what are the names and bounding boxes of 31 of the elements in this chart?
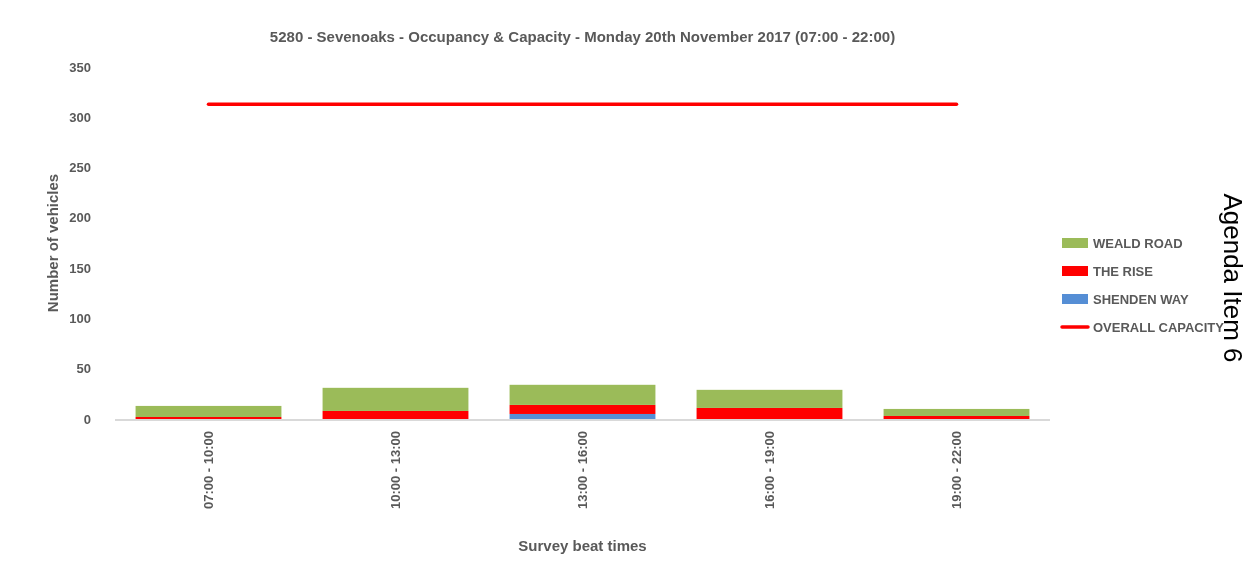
x-tick-label: 16:00 - 19:00 — [762, 431, 778, 510]
bar — [883, 408, 1030, 416]
y-tick-label: 200 — [69, 210, 91, 226]
bar — [883, 415, 1030, 419]
x-tick-label: 13:00 - 16:00 — [575, 431, 591, 510]
bar — [509, 384, 656, 405]
y-tick-label: 100 — [69, 310, 91, 326]
bar — [322, 410, 469, 419]
y-axis-title: Number of vehicles — [44, 173, 61, 313]
y-tick-label: 250 — [69, 160, 91, 176]
bar — [135, 416, 282, 419]
x-tick-label: 07:00 - 10:00 — [201, 431, 217, 510]
y-tick-label: 50 — [76, 361, 91, 377]
x-axis-title: Survey beat times — [518, 537, 647, 554]
bar — [696, 389, 843, 408]
legend-label: SHENDEN WAY — [1093, 291, 1189, 307]
bar — [509, 404, 656, 414]
legend-label: THE RISE — [1093, 263, 1154, 279]
bar — [509, 413, 656, 419]
bar — [322, 387, 469, 411]
legend-label: WEALD ROAD — [1093, 235, 1183, 251]
chart-title: 5280 - Sevenoaks - Occupancy & Capacity - Monday 20th November 2017 (07:00 - 22:00) — [269, 28, 896, 45]
bar — [135, 405, 282, 417]
x-tick-label: 10:00 - 13:00 — [388, 431, 404, 510]
legend-label: OVERALL CAPACITY — [1093, 319, 1225, 335]
y-tick-label: 300 — [69, 109, 91, 125]
x-tick-label: 19:00 - 22:00 — [949, 431, 965, 510]
y-tick-label: 0 — [83, 411, 91, 427]
y-tick-label: 350 — [69, 59, 91, 75]
y-tick-label: 150 — [69, 260, 91, 276]
bar — [696, 407, 843, 419]
